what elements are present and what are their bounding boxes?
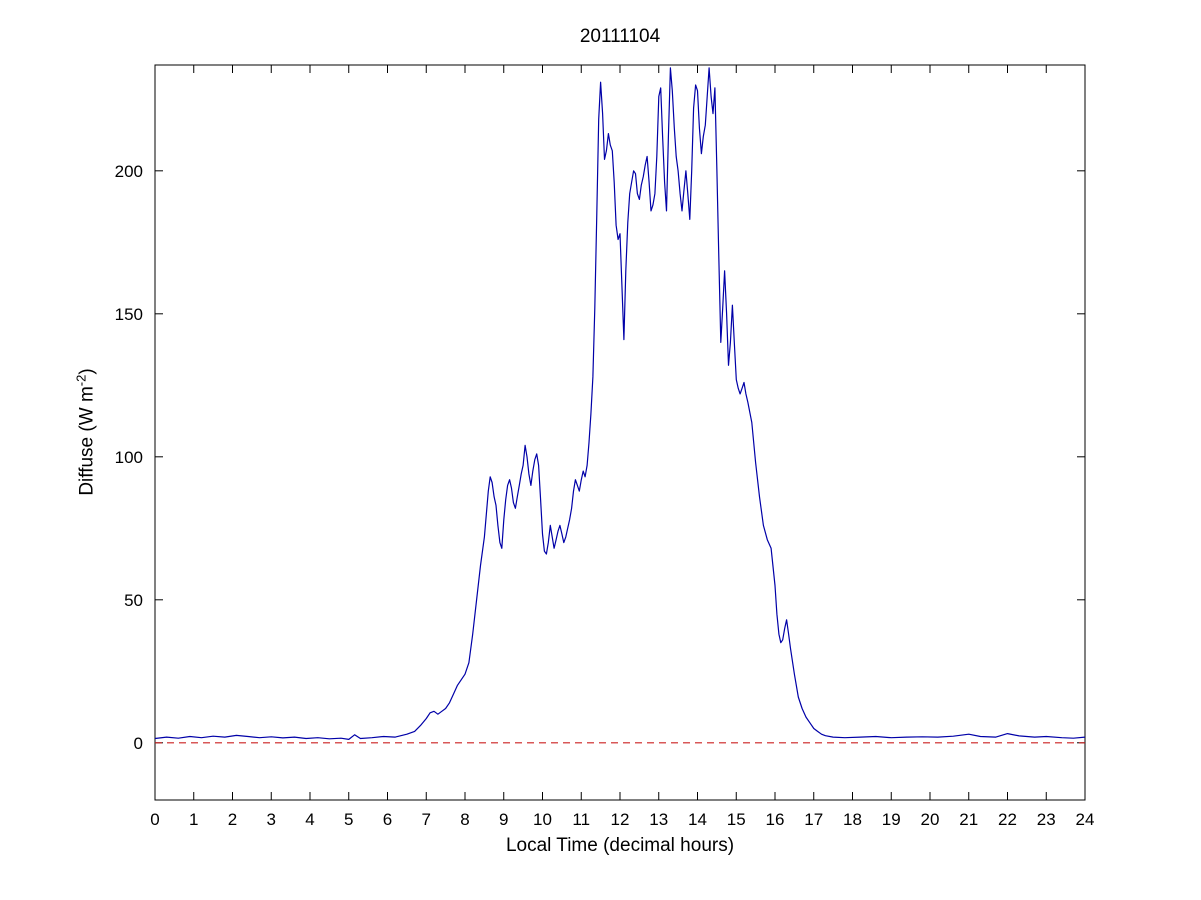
x-tick-label: 5: [344, 810, 353, 829]
y-tick-label: 100: [115, 448, 143, 467]
x-tick-label: 4: [305, 810, 314, 829]
axes-box: [154, 64, 1086, 801]
x-tick-label: 21: [959, 810, 978, 829]
y-tick-label: 50: [124, 591, 143, 610]
x-tick-label: 22: [998, 810, 1017, 829]
y-axis-label-suffix: ): [76, 368, 98, 375]
x-tick-label: 0: [150, 810, 159, 829]
x-tick-label: 23: [1037, 810, 1056, 829]
y-axis-ticks: 0 50 100 150 200: [115, 162, 1085, 753]
x-tick-label: 18: [843, 810, 862, 829]
x-axis-ticks: 0 1 2 3 4 5 6 7 8 9 10 11 12 13 14 15 16 17 18 19 20 21 22 23 24: [150, 65, 1094, 829]
x-tick-label: 1: [189, 810, 198, 829]
chart-title: 20111104: [579, 26, 661, 47]
x-tick-label: 8: [460, 810, 469, 829]
y-axis-label-prefix: Diffuse (W m: [76, 386, 98, 496]
x-tick-label: 19: [882, 810, 901, 829]
x-tick-label: 2: [228, 810, 237, 829]
x-tick-label: 10: [533, 810, 552, 829]
y-axis-label-superscript: -2: [73, 374, 89, 387]
x-tick-label: 16: [766, 810, 785, 829]
x-tick-label: 13: [649, 810, 668, 829]
x-tick-label: 3: [267, 810, 276, 829]
y-tick-label: 150: [115, 305, 143, 324]
x-axis-label: Local Time (decimal hours): [505, 835, 735, 856]
x-tick-label: 11: [572, 810, 590, 829]
x-tick-label: 12: [611, 810, 630, 829]
y-tick-label: 200: [115, 162, 143, 181]
x-tick-label: 17: [804, 810, 823, 829]
x-tick-label: 7: [422, 810, 431, 829]
x-tick-label: 24: [1076, 810, 1095, 829]
x-tick-label: 6: [383, 810, 392, 829]
y-axis-label: Diffuse (W m-2): [73, 368, 98, 495]
x-tick-label: 14: [688, 810, 707, 829]
y-tick-label: 0: [134, 734, 143, 753]
x-tick-label: 9: [499, 810, 508, 829]
series-diffuse-irradiance: [154, 67, 1086, 741]
x-tick-label: 15: [727, 810, 746, 829]
x-tick-label: 20: [921, 810, 940, 829]
